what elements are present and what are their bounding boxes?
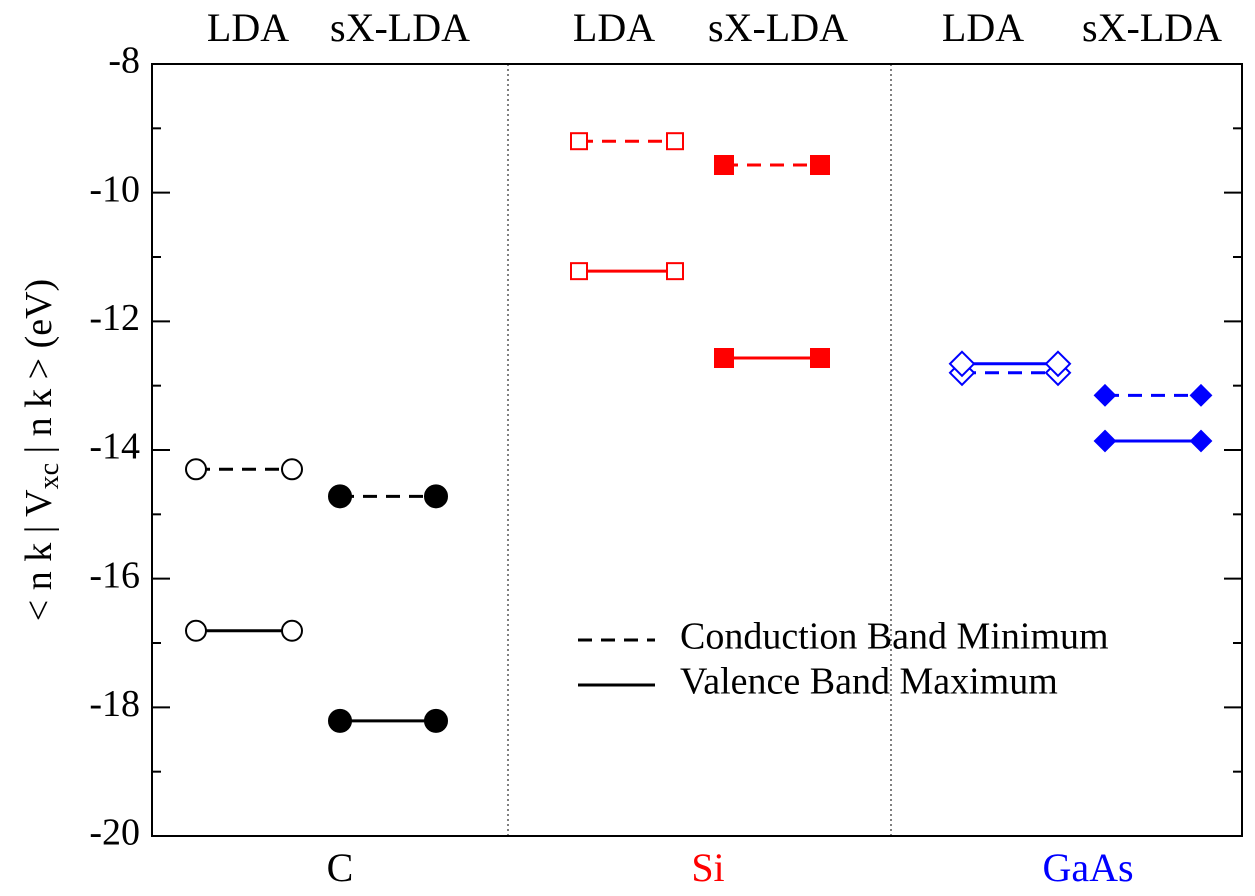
marker <box>281 619 303 642</box>
marker <box>1189 429 1213 453</box>
y-tick-label: -10 <box>89 168 140 210</box>
y-title-part: | n k > (eV) <box>18 279 60 463</box>
marker <box>810 155 830 176</box>
group-label: C <box>327 845 354 890</box>
y-tick-label: -16 <box>89 554 140 596</box>
marker <box>570 262 588 281</box>
marker <box>424 484 448 509</box>
marker <box>810 348 830 369</box>
y-tick-label: -20 <box>89 812 140 854</box>
legend-label: Valence Band Maximum <box>680 661 1058 703</box>
group-label: Si <box>691 845 724 890</box>
method-label: sX-LDA <box>708 5 848 50</box>
marker <box>570 132 588 151</box>
marker <box>948 350 976 378</box>
y-tick-label: -14 <box>89 426 140 468</box>
method-label: LDA <box>573 5 655 50</box>
marker <box>666 132 684 151</box>
marker <box>666 262 684 281</box>
method-label: sX-LDA <box>1082 5 1222 50</box>
marker <box>1044 350 1072 378</box>
method-label: sX-LDA <box>330 5 470 50</box>
marker <box>185 619 207 642</box>
legend-label: Conduction Band Minimum <box>680 616 1109 658</box>
marker <box>1189 383 1213 407</box>
y-axis-title: < n k | Vxc | n k > (eV) <box>18 279 66 621</box>
marker <box>281 458 303 481</box>
marker <box>424 708 448 733</box>
plot-frame <box>151 63 1243 837</box>
marker <box>1093 429 1117 453</box>
marker <box>328 708 352 733</box>
y-title-sub: xc <box>34 463 65 489</box>
marker <box>714 155 734 176</box>
marker <box>714 348 734 369</box>
y-title-part: < n k | V <box>18 489 60 621</box>
group-label: GaAs <box>1042 845 1133 890</box>
y-tick-label: -12 <box>89 297 140 339</box>
method-label: LDA <box>207 5 289 50</box>
marker <box>328 484 352 509</box>
method-label: LDA <box>942 5 1024 50</box>
y-tick-label: -18 <box>89 683 140 725</box>
marker <box>1093 383 1117 407</box>
marker <box>185 458 207 481</box>
y-tick-label: -8 <box>108 40 140 82</box>
